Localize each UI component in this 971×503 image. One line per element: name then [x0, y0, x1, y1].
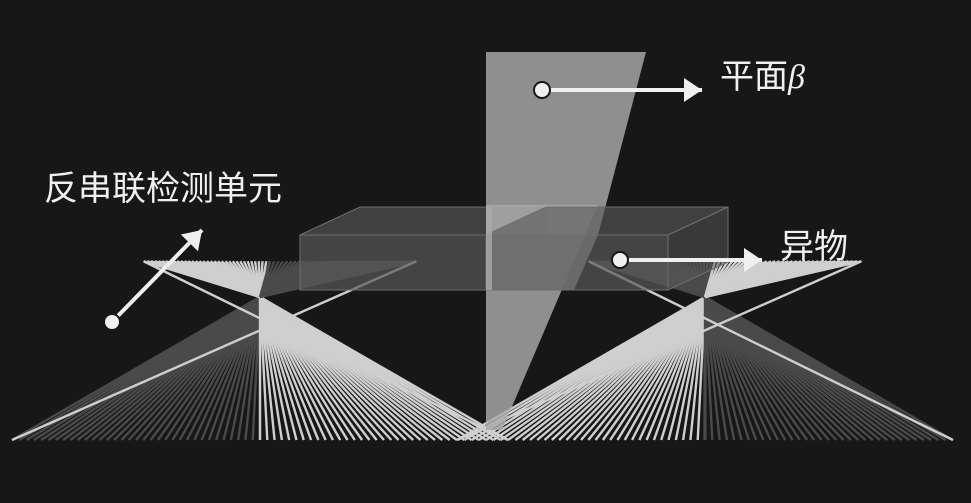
label-object: 异物	[780, 219, 848, 268]
diagram-stage: 反串联检测单元 平面β 异物	[0, 0, 971, 503]
label-plane-cn: 平面	[720, 59, 788, 96]
label-unit-text: 反串联检测单元	[44, 171, 282, 208]
label-plane-sym: β	[788, 59, 805, 96]
label-object-text: 异物	[780, 229, 848, 266]
foreign-object	[486, 207, 728, 290]
label-plane: 平面β	[720, 49, 805, 98]
label-unit: 反串联检测单元	[44, 161, 282, 210]
